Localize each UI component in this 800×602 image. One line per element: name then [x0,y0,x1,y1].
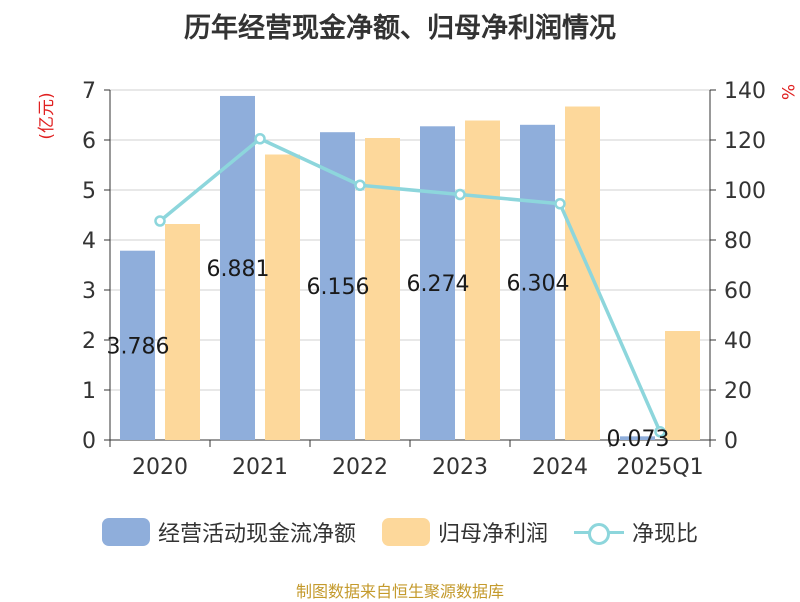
point-cash-ratio [254,133,266,145]
right-axis-tick-label: 40 [724,329,752,354]
right-axis-tick-label: 140 [724,79,766,104]
right-axis-tick-label: 20 [724,379,752,404]
legend-swatch-cash-ratio [574,518,624,546]
bar-cashflow [320,132,355,440]
left-axis-tick-label: 7 [82,79,96,104]
right-axis-tick-label: 80 [724,229,752,254]
left-axis-label: (亿元) [37,92,57,139]
data-label-cashflow: 6.274 [407,272,470,297]
left-axis-tick-label: 0 [82,429,96,454]
x-axis-tick-label: 2025Q1 [616,455,703,480]
legend-label-net-profit: 归母净利润 [437,522,548,547]
legend-item-cash-ratio[interactable]: 净现比 [574,516,698,548]
right-axis-tick-label: 120 [724,129,766,154]
legend-item-net-profit[interactable]: 归母净利润 [381,516,548,548]
x-axis-tick-label: 2022 [332,455,388,480]
legend-label-cash-ratio: 净现比 [632,522,699,547]
data-label-cashflow: 0.073 [607,427,670,452]
x-axis-tick-label: 2021 [232,455,288,480]
bar-cashflow [120,250,155,440]
x-axis-tick-label: 2024 [532,455,588,480]
bar-cashflow [220,95,255,440]
legend-label-cashflow: 经营活动现金流净额 [157,522,356,547]
point-cash-ratio [354,179,366,191]
left-axis-tick-label: 3 [82,279,96,304]
left-axis-tick-label: 5 [82,179,96,204]
data-label-cashflow: 3.786 [107,334,170,359]
bar-cashflow [620,436,655,440]
right-axis-tick-label: 0 [724,429,738,454]
point-cash-ratio [154,215,166,227]
data-label-cashflow: 6.881 [207,257,270,282]
bar-net-profit [665,331,700,440]
bar-net-profit [465,120,500,440]
left-axis-tick-label: 4 [82,229,96,254]
right-axis-tick-label: 60 [724,279,752,304]
legend-swatch-net-profit [381,518,430,546]
left-axis-tick-label: 1 [82,379,96,404]
legend-swatch-cashflow [101,518,150,546]
point-cash-ratio [454,188,466,201]
bar-net-profit [265,154,300,440]
left-axis-tick-label: 2 [82,329,96,354]
bar-net-profit [365,138,400,440]
right-axis-tick-label: 100 [724,179,766,204]
x-axis-tick-label: 2023 [432,455,488,480]
data-label-cashflow: 6.156 [307,275,370,300]
bar-net-profit [165,224,200,440]
legend-item-cashflow[interactable]: 经营活动现金流净额 [101,516,356,548]
legend: 经营活动现金流净额 归母净利润 净现比 [0,516,800,548]
x-axis-tick-label: 2020 [132,455,188,480]
bar-cashflow [520,124,555,441]
bar-cashflow [420,126,455,441]
point-cash-ratio [554,198,566,210]
left-axis-tick-label: 6 [82,129,96,154]
point-cash-ratio [654,426,666,438]
bar-net-profit [565,106,600,440]
chart-title: 历年经营现金净额、归母净利润情况 [184,13,616,44]
line-cash-ratio [158,137,662,433]
source-note: 制图数据来自恒生聚源数据库 [295,582,504,601]
data-label-cashflow: 6.304 [507,271,570,296]
right-axis-label: % [777,84,797,100]
